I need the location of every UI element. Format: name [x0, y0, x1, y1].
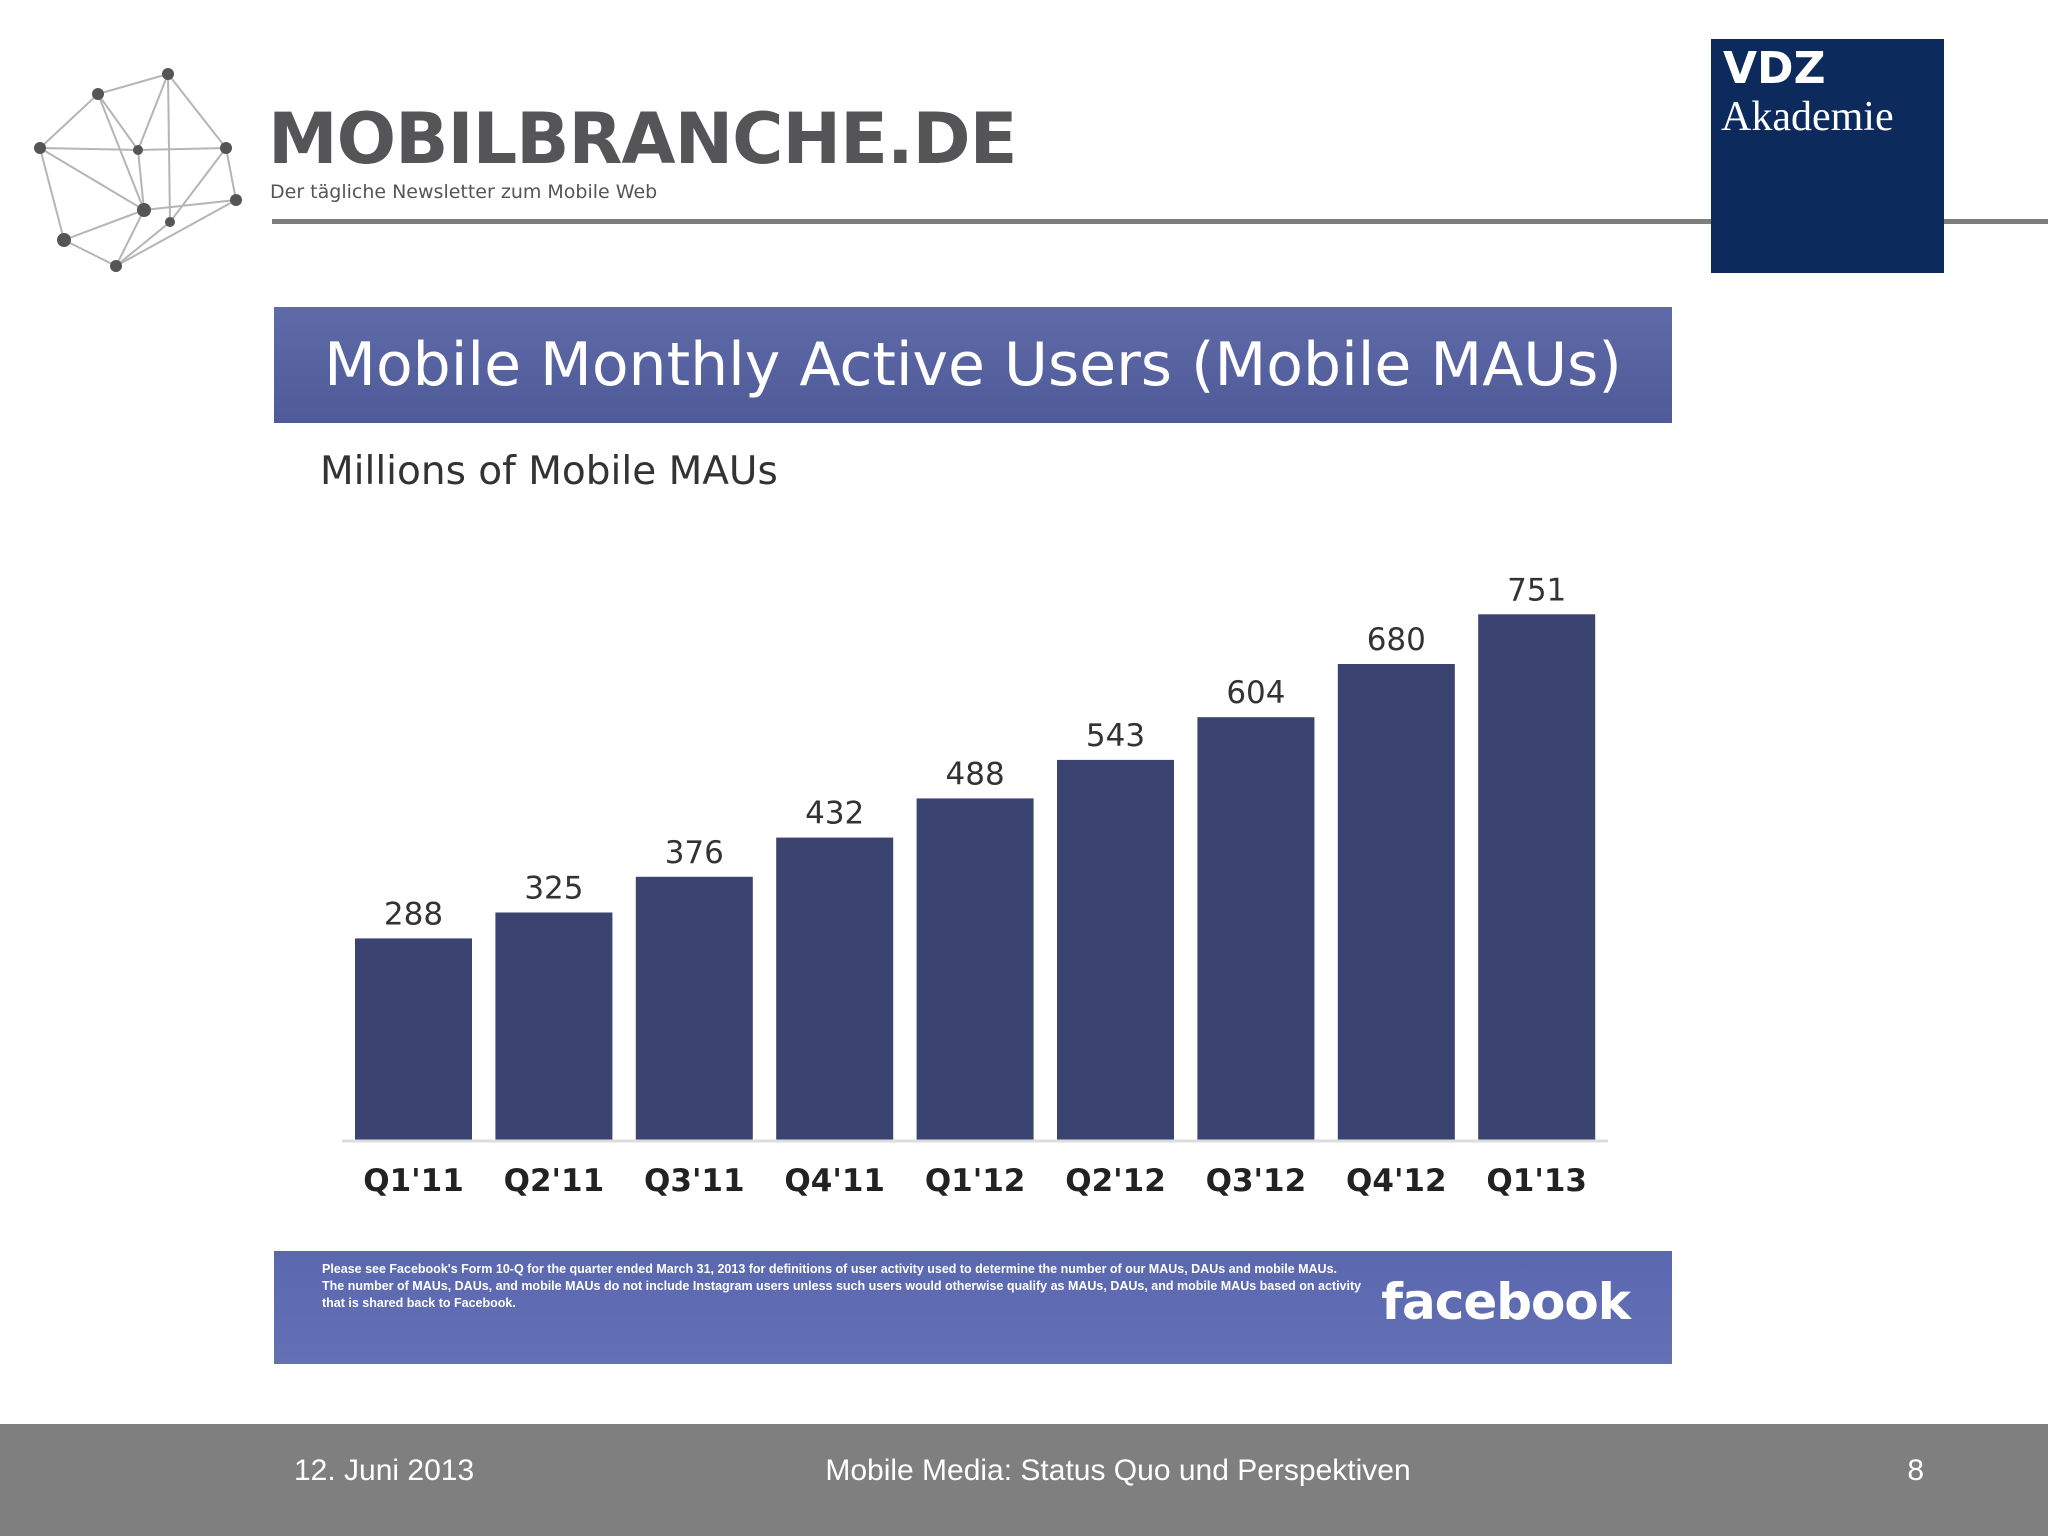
x-tick-label: Q1'11: [363, 1163, 464, 1199]
x-tick-label: Q1'12: [925, 1163, 1026, 1199]
bars-layer: [355, 614, 1596, 1140]
bar-value-label: 432: [805, 796, 864, 832]
bar-value-label: 680: [1367, 622, 1426, 658]
bar-value-label: 488: [946, 756, 1005, 792]
network-logo-icon: [34, 68, 242, 272]
x-tick-label: Q4'12: [1346, 1163, 1447, 1199]
x-tick-label: Q1'13: [1486, 1163, 1587, 1199]
page-number: 8: [1907, 1454, 1924, 1487]
partner-logo-line1: VDZ: [1723, 43, 1826, 94]
chart-title-band: Mobile Monthly Active Users (Mobile MAUs…: [274, 307, 1672, 423]
x-tick-label: Q3'12: [1206, 1163, 1307, 1199]
x-tick-label: Q2'11: [504, 1163, 605, 1199]
bar-value-label: 543: [1086, 718, 1145, 754]
partner-logo-line2: Akademie: [1721, 94, 1894, 140]
x-tick-label: Q4'11: [784, 1163, 885, 1199]
bar-Q1'11: [355, 938, 472, 1140]
footer-date: 12. Juni 2013: [294, 1454, 475, 1487]
bar-value-label: 376: [665, 835, 724, 871]
brand-title: MOBILBRANCHE.DE: [268, 98, 1017, 180]
footer-title: Mobile Media: Status Quo und Perspektive…: [825, 1454, 1411, 1487]
bar-Q4'12: [1337, 664, 1455, 1140]
footer-bar: 12. Juni 2013 Mobile Media: Status Quo u…: [0, 1424, 2048, 1536]
bar-Q2'11: [495, 912, 613, 1140]
bar-Q3'12: [1197, 717, 1315, 1140]
bar-Q1'13: [1478, 614, 1596, 1140]
partner-logo: VDZ Akademie: [1711, 39, 1944, 273]
header-divider: [272, 219, 2048, 224]
bar-value-label: 751: [1507, 572, 1566, 608]
bar-Q3'11: [635, 876, 753, 1140]
bar-Q4'11: [776, 837, 894, 1140]
bar-Q1'12: [916, 798, 1034, 1140]
x-tick-label: Q2'12: [1065, 1163, 1166, 1199]
chart-title: Mobile Monthly Active Users (Mobile MAUs…: [324, 330, 1622, 400]
bar-value-label: 325: [524, 871, 583, 907]
brand-subtitle: Der tägliche Newsletter zum Mobile Web: [270, 181, 658, 203]
source-band: Please see Facebook's Form 10-Q for the …: [274, 1251, 1672, 1364]
bar-chart: 288 Q1'11 325 Q2'11 376 Q3'11 432 Q4'11 488 Q1'12…: [342, 572, 1608, 1199]
bar-value-label: 288: [384, 896, 443, 932]
x-tick-label: Q3'11: [644, 1163, 745, 1199]
bar-value-label: 604: [1226, 675, 1285, 711]
facebook-logo: facebook: [1381, 1273, 1631, 1331]
footnote: Please see Facebook's Form 10-Q for the …: [322, 1262, 1362, 1310]
bar-Q2'12: [1057, 759, 1174, 1140]
chart-subtitle: Millions of Mobile MAUs: [320, 449, 778, 494]
labels-layer: 288 Q1'11 325 Q2'11 376 Q3'11 432 Q4'11 488 Q1'12…: [363, 572, 1587, 1199]
